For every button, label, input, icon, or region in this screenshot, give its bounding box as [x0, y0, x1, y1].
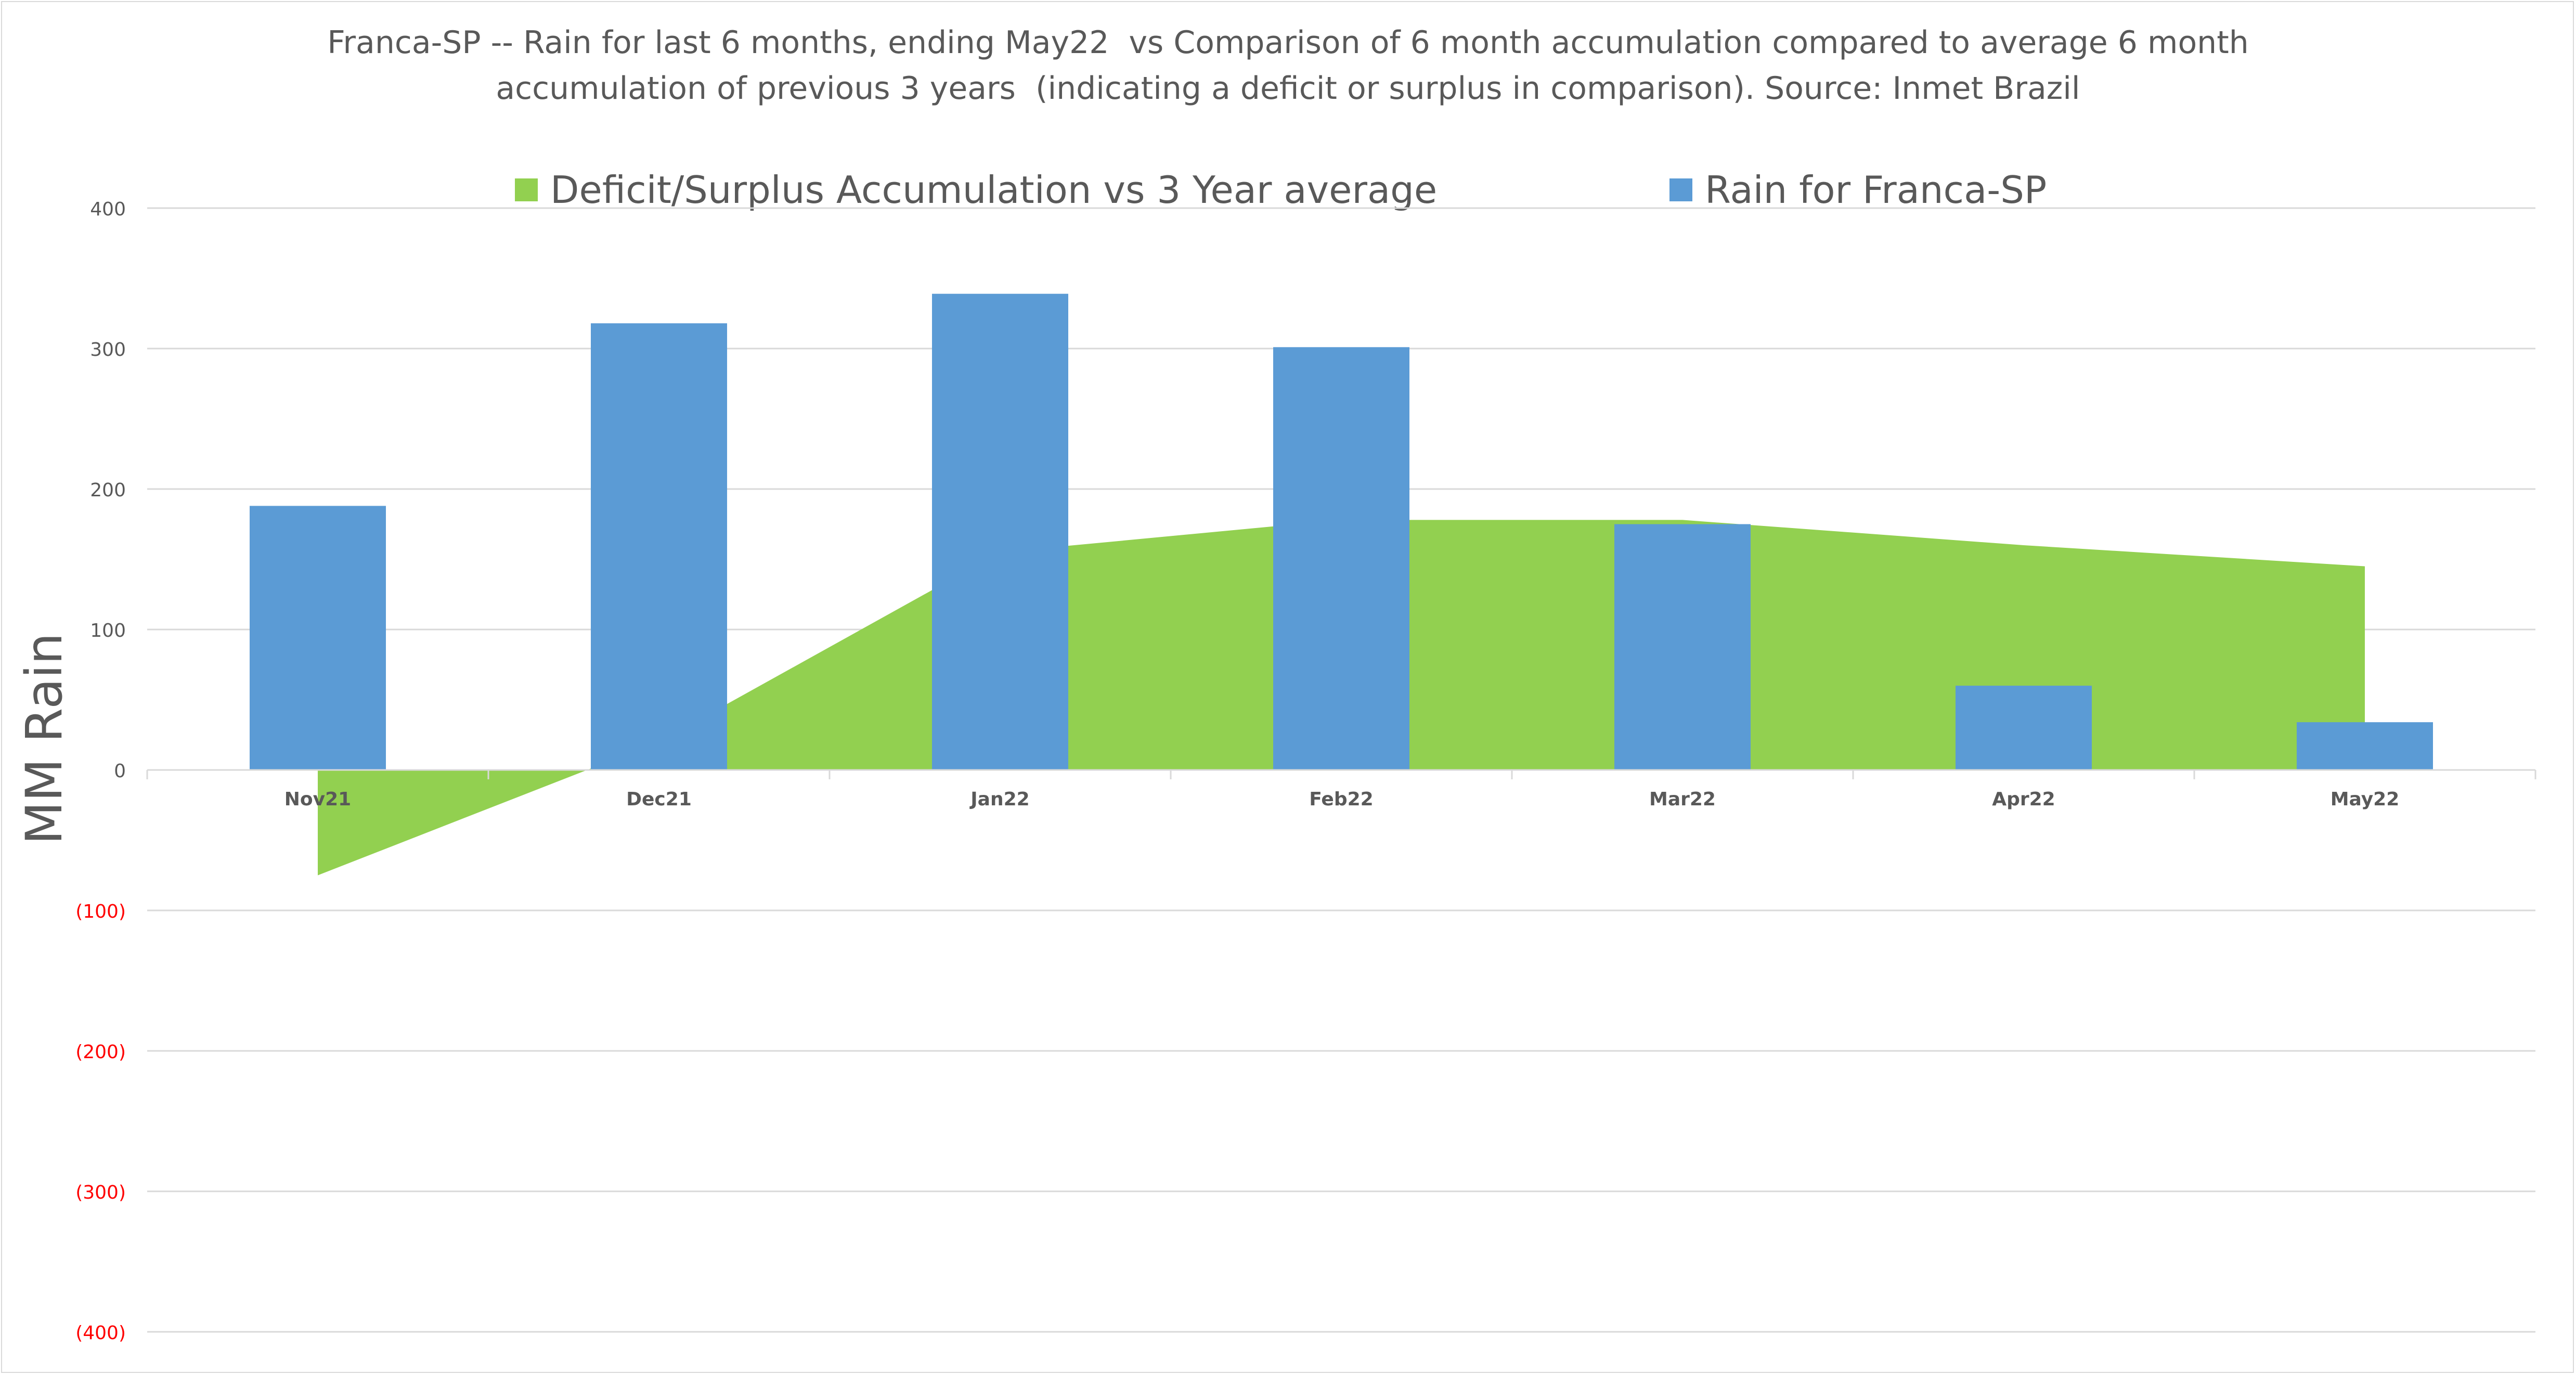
x-tick-label: Mar22	[1649, 789, 1716, 810]
legend-swatch-deficit-surplus	[515, 178, 538, 201]
x-tick-label: Dec21	[626, 789, 692, 810]
bar-rain	[1273, 347, 1409, 770]
y-tick-label: (300)	[75, 1182, 126, 1203]
x-tick-label: Apr22	[1992, 789, 2055, 810]
chart-title-line-2: accumulation of previous 3 years (indica…	[496, 70, 2080, 107]
y-tick-label: (100)	[75, 901, 126, 922]
y-tick-label: 300	[90, 339, 126, 361]
bar-rain	[1614, 524, 1751, 770]
bar-rain	[1956, 686, 2092, 770]
x-tick-label: Feb22	[1309, 789, 1373, 810]
legend-swatch-rain	[1669, 178, 1692, 201]
chart-legend: Deficit/Surplus Accumulation vs 3 Year a…	[0, 161, 2576, 219]
y-tick-label: 100	[90, 620, 126, 641]
bar-rain	[591, 323, 727, 770]
legend-label-rain: Rain for Franca-SP	[1705, 168, 2047, 212]
x-tick-label: May22	[2331, 789, 2400, 810]
y-tick-label: 400	[90, 199, 126, 220]
legend-label-deficit-surplus: Deficit/Surplus Accumulation vs 3 Year a…	[550, 168, 1438, 212]
legend-item-rain: Rain for Franca-SP	[1669, 161, 2047, 219]
chart-title: Franca-SP -- Rain for last 6 months, end…	[0, 20, 2576, 111]
y-tick-label: 200	[90, 480, 126, 501]
legend-item-deficit-surplus: Deficit/Surplus Accumulation vs 3 Year a…	[515, 161, 1437, 219]
y-tick-label: (400)	[75, 1322, 126, 1344]
x-tick-label: Jan22	[969, 789, 1029, 810]
x-tick-label: Nov21	[284, 789, 351, 810]
chart-title-line-1: Franca-SP -- Rain for last 6 months, end…	[327, 24, 2249, 61]
y-tick-label: 0	[114, 761, 126, 782]
bar-rain	[250, 506, 386, 770]
y-tick-label: (200)	[75, 1042, 126, 1063]
bar-rain	[932, 293, 1068, 770]
bar-rain	[2297, 722, 2433, 770]
